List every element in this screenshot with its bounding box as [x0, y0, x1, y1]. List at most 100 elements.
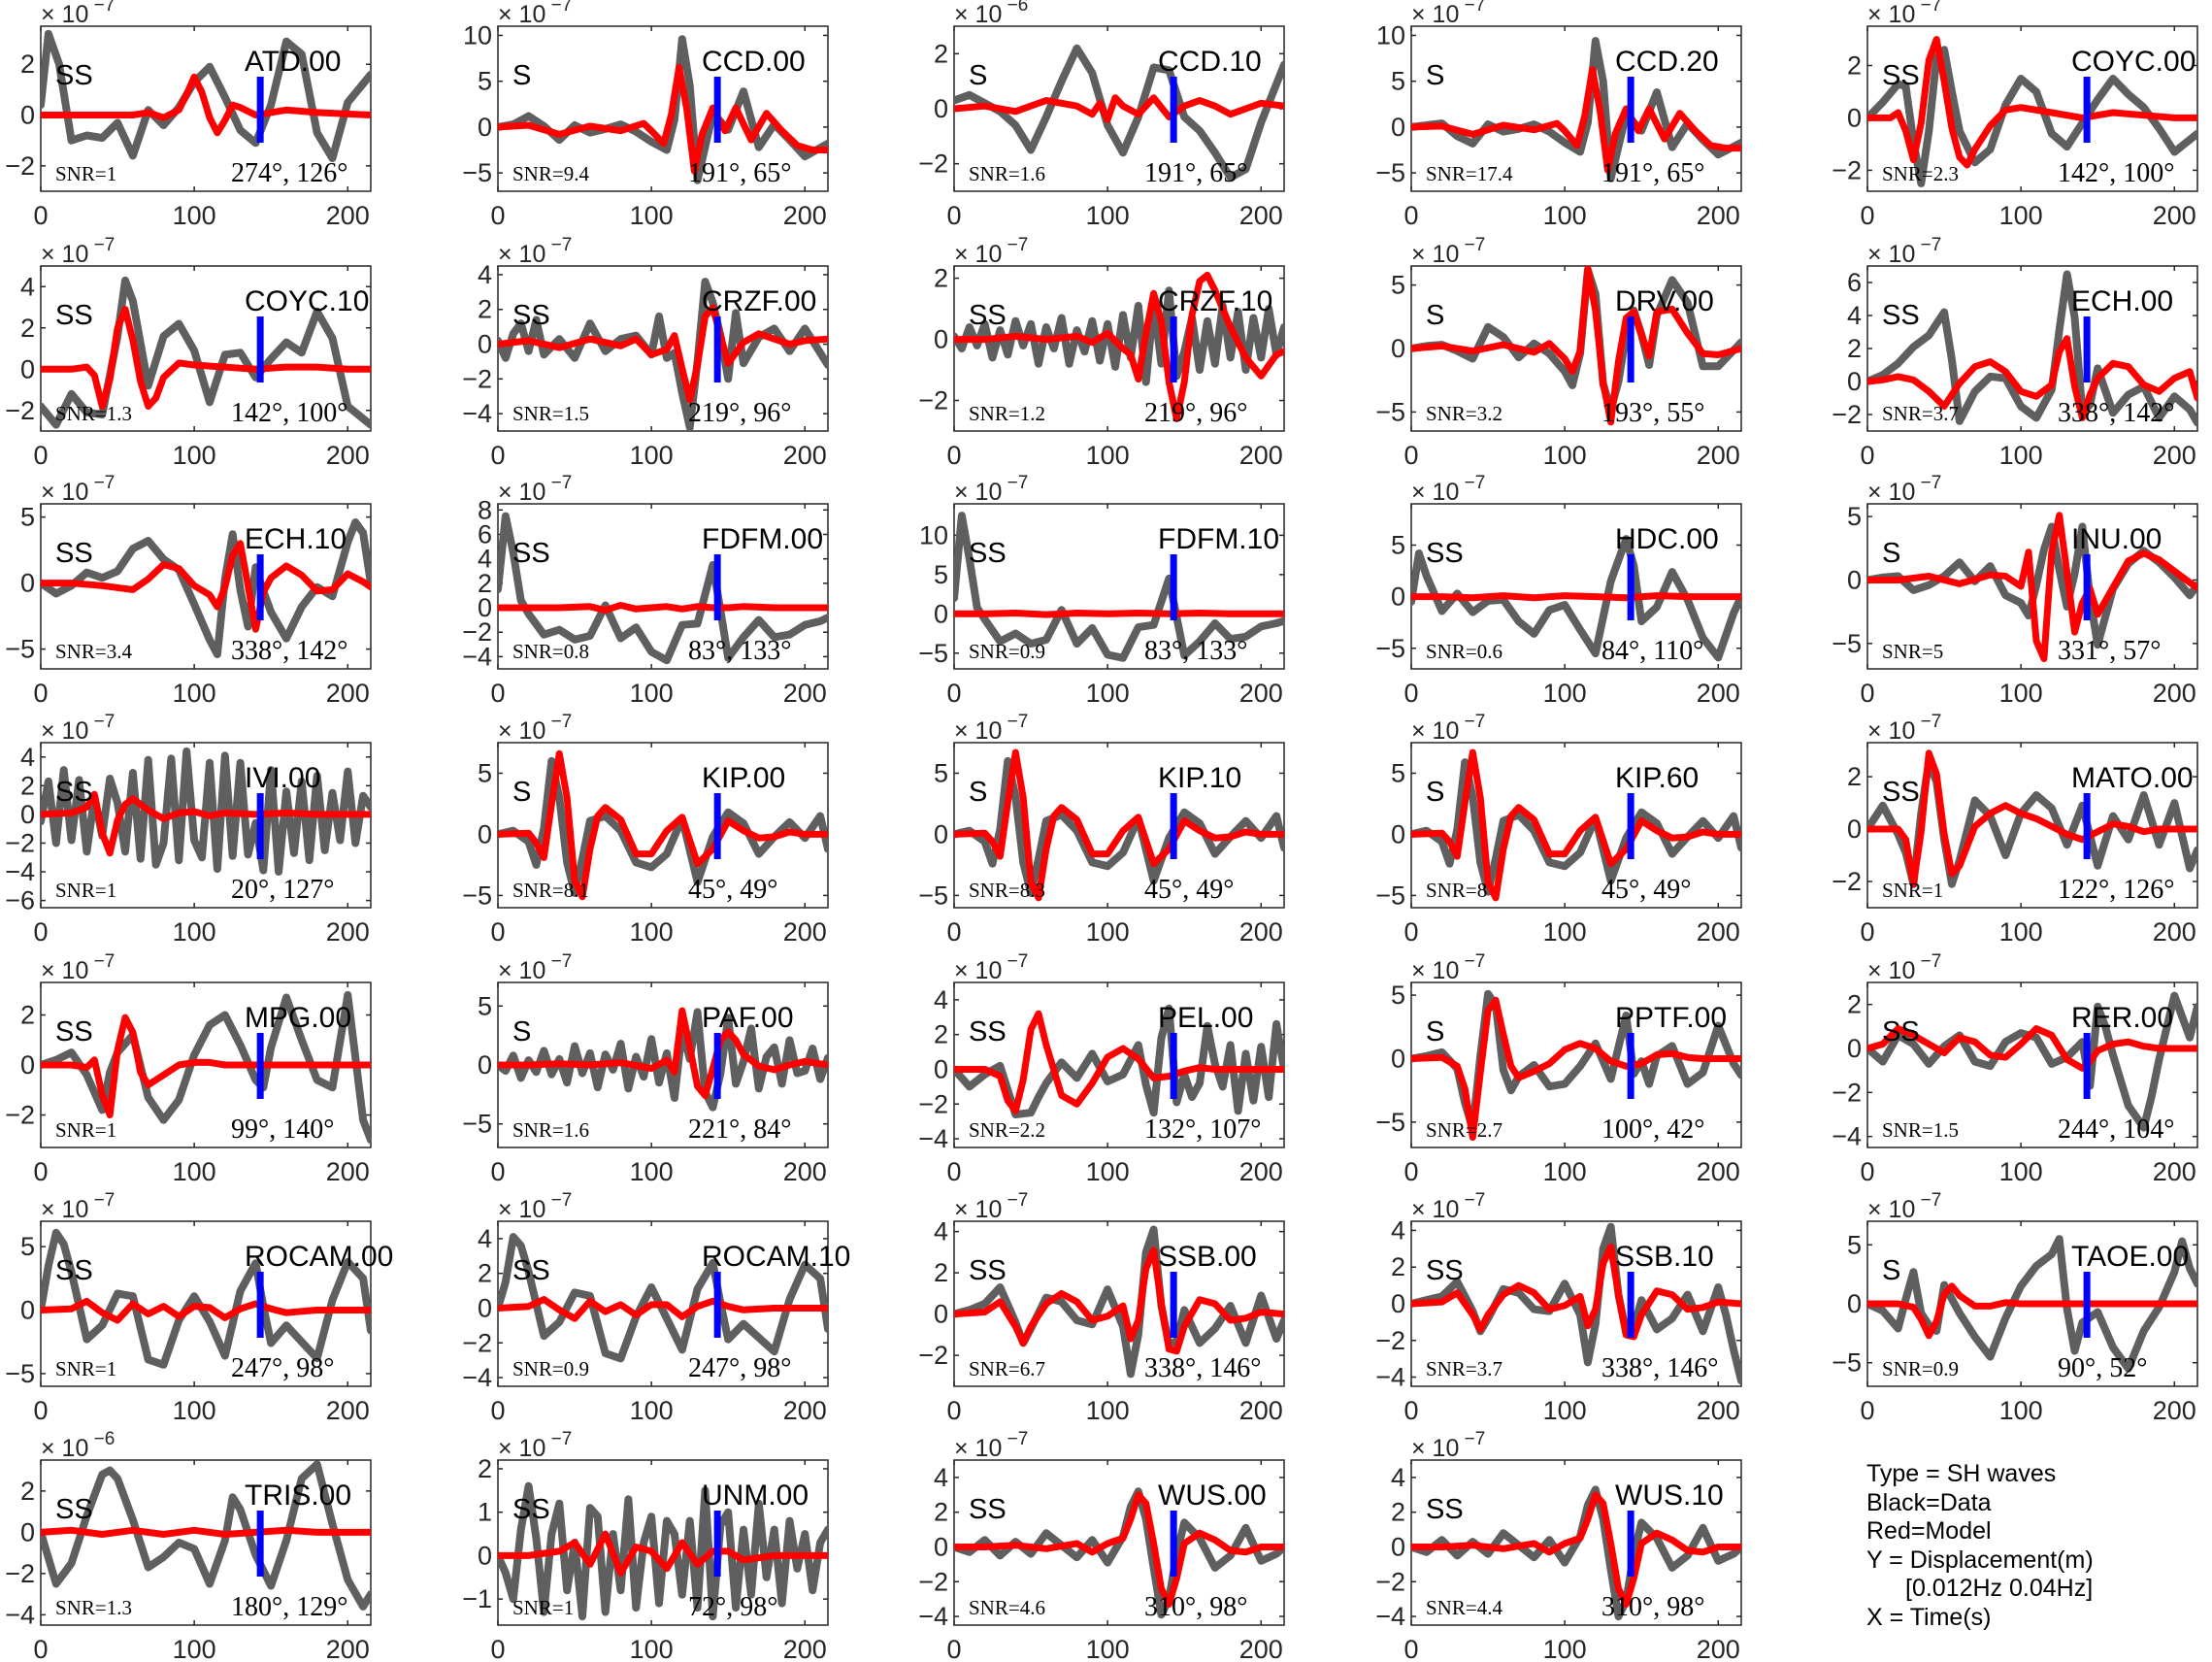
- phase-label: SS: [1882, 1016, 1920, 1047]
- x-tick-label: 100: [1999, 917, 2043, 947]
- phase-label: SS: [969, 538, 1007, 569]
- y-exponent-power: −7: [545, 1190, 572, 1211]
- phase-label: S: [969, 60, 987, 91]
- legend-model: Red=Model: [1866, 1517, 1992, 1546]
- x-tick-label: 100: [173, 201, 216, 230]
- angles-label: 338°, 146°: [1144, 1353, 1261, 1383]
- y-tick-label: −2: [918, 1341, 948, 1370]
- y-tick-label: 4: [934, 985, 948, 1014]
- y-exponent-label: × 10 −7: [1867, 473, 1941, 506]
- axes-box: [40, 265, 372, 432]
- y-exponent-power: −7: [1459, 951, 1485, 972]
- y-tick-label: −6: [5, 886, 35, 915]
- angles-label: 191°, 65°: [1601, 158, 1704, 188]
- y-tick-label: −5: [1375, 634, 1405, 663]
- y-tick-label: 0: [934, 819, 948, 848]
- x-tick-label: 200: [1697, 441, 1740, 470]
- station-label: CRZF.10: [1158, 285, 1272, 317]
- y-tick-label: 4: [478, 1224, 492, 1253]
- x-tick-label: 200: [1697, 679, 1740, 708]
- angles-label: 100°, 42°: [1601, 1114, 1704, 1145]
- model-waveform: [1867, 1025, 2197, 1072]
- model-waveform: [1867, 512, 2197, 662]
- y-tick-label: −2: [462, 364, 492, 393]
- snr-label: SNR=1.5: [512, 402, 589, 425]
- station-label: ECH.00: [2071, 285, 2173, 317]
- y-tick-label: 0: [1391, 1532, 1405, 1561]
- x-tick-label: 0: [1860, 201, 1874, 230]
- y-exponent-power: −7: [545, 1429, 572, 1449]
- x-tick-label: 200: [1239, 201, 1283, 230]
- model-waveform: [1867, 749, 2197, 888]
- y-tick-label: −2: [1832, 155, 1862, 184]
- model-waveform: [498, 1296, 828, 1322]
- y-exponent-label: × 10 −7: [1411, 473, 1485, 506]
- axes-box: [497, 742, 829, 909]
- y-tick-label: −2: [462, 1328, 492, 1357]
- y-tick-label: 2: [1847, 762, 1862, 791]
- phase-label: SS: [969, 1494, 1007, 1525]
- x-tick-label: 200: [783, 679, 827, 708]
- station-label: FDFM.00: [702, 523, 823, 555]
- y-exponent-label: × 10 −7: [1867, 712, 1941, 745]
- y-tick-label: 10: [919, 520, 948, 549]
- phase-label: S: [512, 60, 531, 91]
- x-tick-label: 200: [2153, 1157, 2196, 1186]
- x-tick-label: 100: [173, 1157, 216, 1186]
- model-waveform: [954, 748, 1284, 902]
- y-tick-label: −2: [918, 386, 948, 416]
- phase-label: S: [969, 777, 987, 808]
- y-tick-label: 2: [1391, 1252, 1405, 1281]
- data-waveform: [498, 1008, 828, 1112]
- station-label: ROCAM.00: [245, 1241, 393, 1273]
- y-exponent-label: × 10 −7: [41, 0, 115, 28]
- x-tick-label: 0: [33, 1635, 48, 1662]
- x-tick-label: 100: [1086, 441, 1130, 470]
- x-tick-label: 0: [946, 1396, 961, 1425]
- phase-label: S: [1882, 1255, 1900, 1286]
- y-tick-label: 5: [1391, 981, 1405, 1010]
- y-exponent-label: × 10 −7: [954, 473, 1028, 506]
- x-tick-label: 0: [1860, 917, 1874, 947]
- y-exponent-label: × 10 −7: [1867, 1190, 1941, 1223]
- x-tick-label: 200: [1239, 917, 1283, 947]
- panel-ccd-10: −2 0 2 0 100 200 × 10 −6 S CCD.10 SNR=1.6 191°, 65…: [918, 0, 1285, 230]
- phase-label: S: [512, 1016, 531, 1047]
- x-tick-label: 200: [1697, 1396, 1740, 1425]
- y-tick-label: 4: [1391, 1215, 1405, 1245]
- model-waveform: [41, 306, 371, 410]
- x-tick-label: 0: [1403, 917, 1418, 947]
- model-waveform: [954, 1491, 1284, 1608]
- phase-label: SS: [1882, 60, 1920, 91]
- y-tick-label: 0: [20, 1296, 35, 1325]
- model-waveform: [41, 1297, 371, 1324]
- x-tick-label: 100: [630, 1635, 674, 1662]
- snr-label: SNR=1.6: [969, 162, 1045, 185]
- station-label: CCD.20: [1615, 46, 1719, 78]
- snr-label: SNR=17.4: [1426, 162, 1513, 185]
- y-exponent-power: −7: [1915, 0, 1941, 16]
- phase-label: S: [1426, 1016, 1444, 1047]
- snr-label: SNR=1.5: [1882, 1118, 1959, 1142]
- y-exponent-label: × 10 −7: [1867, 235, 1941, 268]
- y-tick-label: 5: [478, 991, 492, 1020]
- y-exponent-power: −7: [545, 712, 572, 732]
- y-tick-label: −4: [918, 1602, 948, 1631]
- phase-label: SS: [969, 300, 1007, 331]
- y-exponent-power: −7: [545, 0, 572, 16]
- y-tick-label: 4: [1847, 301, 1862, 330]
- y-tick-label: 0: [1847, 1289, 1862, 1318]
- x-tick-label: 100: [1543, 1635, 1587, 1662]
- angles-label: 99°, 140°: [231, 1114, 334, 1145]
- snr-label: SNR=1.6: [512, 1118, 589, 1142]
- y-exponent-label: × 10 −7: [498, 235, 572, 268]
- station-label: TAOE.00: [2071, 1241, 2189, 1273]
- y-exponent-power: −7: [88, 712, 115, 732]
- station-label: RER.00: [2071, 1002, 2173, 1034]
- y-tick-label: 2: [478, 1259, 492, 1288]
- snr-label: SNR=2.7: [1426, 1118, 1502, 1142]
- snr-label: SNR=4.6: [969, 1596, 1045, 1619]
- y-tick-label: 5: [934, 560, 948, 589]
